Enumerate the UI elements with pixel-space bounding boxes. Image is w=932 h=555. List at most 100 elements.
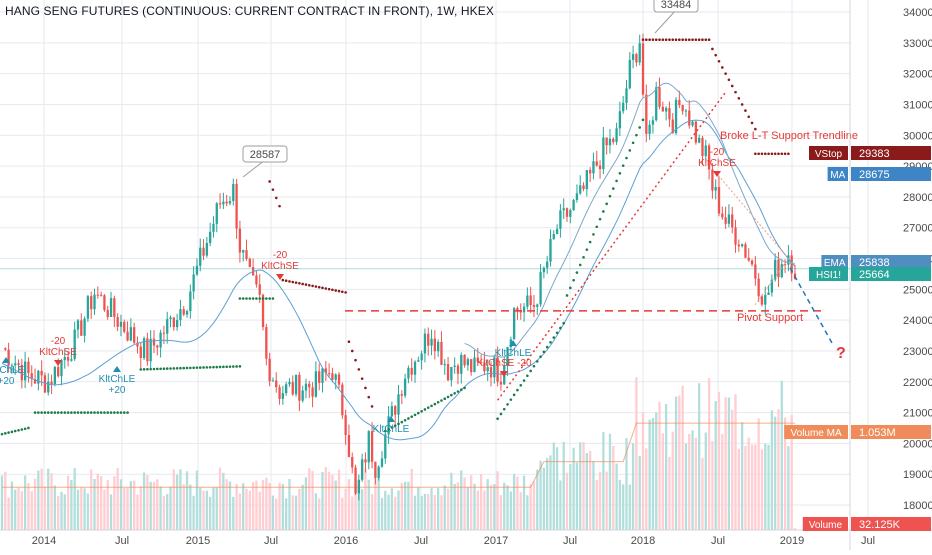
indicator-dot [27, 426, 30, 430]
indicator-dot [625, 156, 628, 160]
candle-body [473, 357, 476, 373]
candle-body [344, 415, 347, 435]
indicator-dot [265, 297, 268, 300]
candle-body [63, 357, 66, 361]
candle-body [582, 185, 585, 190]
x-tick-label: Jul [264, 535, 278, 547]
chart-title: HANG SENG FUTURES (CONTINUOUS: CURRENT C… [5, 4, 494, 18]
candle-body [595, 161, 598, 166]
volume-bar [585, 453, 588, 530]
volume-bar [245, 488, 248, 530]
candle-body [453, 365, 456, 367]
price-label-name: Volume MA [791, 428, 842, 439]
x-tick-label: 2019 [780, 535, 804, 547]
volume-bar [248, 490, 251, 530]
price-label-name-box [784, 425, 848, 439]
indicator-dot [664, 38, 668, 42]
volume-bar [552, 442, 555, 530]
candle-body [694, 121, 698, 143]
volume-bar [20, 491, 23, 530]
candle-body [714, 186, 717, 191]
indicator-dot [182, 366, 186, 370]
indicator-dot [311, 284, 314, 288]
candle-body [400, 394, 403, 396]
indicator-dot [747, 115, 751, 119]
candle-body [479, 361, 483, 363]
volume-bar [734, 394, 737, 530]
volume-bar [463, 477, 466, 530]
indicator-dot [509, 398, 513, 401]
volume-bar [701, 457, 704, 530]
volume-bar [479, 473, 483, 530]
indicator-dot [545, 345, 549, 349]
price-labels: VStop 29383 MA 28675 EMA 25838 HSI1! 25664 Volum… [0, 146, 931, 531]
indicator-dot [787, 152, 790, 156]
volume-bar [648, 419, 651, 530]
volume-bar [14, 489, 17, 530]
volume-bar [202, 490, 205, 530]
volume-bar [225, 479, 228, 530]
volume-bar [612, 445, 615, 530]
volume-bar [790, 414, 793, 530]
candle-body [664, 107, 668, 112]
candle-body [668, 107, 671, 120]
indicator-dot [222, 365, 225, 369]
candle-body [678, 99, 681, 106]
indicator-dot [707, 38, 711, 42]
indicator-dot [258, 297, 262, 300]
candle-body [526, 295, 529, 307]
indicator-dot [539, 355, 542, 358]
candle-body [222, 201, 225, 205]
candle-body [294, 374, 298, 395]
sell-arrow-icon [713, 171, 721, 177]
buy-arrow-icon [387, 416, 395, 422]
volume-bar [304, 477, 308, 530]
candle-body [443, 364, 446, 366]
candle-body [129, 327, 133, 341]
broke-trendline-label: Broke L-T Support Trendline [720, 130, 858, 142]
candle-body [575, 193, 579, 201]
volume-bar [96, 473, 99, 530]
candle-body [688, 110, 691, 126]
candle-body [555, 228, 559, 235]
candle-body [265, 327, 268, 359]
price-label-name-box [827, 167, 848, 181]
volume-bar [179, 469, 182, 530]
candle-body [727, 214, 731, 224]
candle-body [166, 319, 169, 334]
volume-bar [76, 489, 80, 530]
candle-body [357, 479, 361, 494]
y-tick-label: 32000 [903, 69, 932, 81]
volume-bar [265, 477, 268, 530]
volume-bar [413, 495, 417, 530]
candle-body [569, 210, 572, 217]
candle-body [516, 308, 519, 312]
callout-pointer [242, 159, 266, 178]
candle-body [175, 320, 179, 328]
indicator-dot [754, 152, 757, 156]
indicator-dot [648, 38, 651, 42]
indicator-dot [516, 388, 519, 392]
candle-body [427, 333, 430, 346]
candle-body [625, 88, 628, 103]
time-axis: 2014 Jul 2015 Jul 2016 Jul 2017 Jul 2018 Jul 2019 J… [0, 529, 932, 547]
volume-bar [129, 480, 133, 530]
volume-bar [215, 487, 218, 530]
volume-bar [470, 475, 473, 530]
volume-bar [698, 383, 701, 530]
candle-body [327, 373, 331, 375]
volume-bar [109, 494, 113, 530]
candle-body [324, 368, 327, 374]
indicator-dot [737, 96, 741, 100]
volume-bar [737, 448, 740, 530]
sell-arrow-icon [276, 274, 284, 280]
candle-body [275, 380, 278, 388]
indicator-dot [307, 283, 311, 287]
volume-bar [506, 485, 509, 530]
indicator-dot [60, 411, 63, 414]
volume-bar [770, 410, 774, 530]
indicator-dot [578, 263, 582, 267]
volume-bar [238, 493, 242, 530]
